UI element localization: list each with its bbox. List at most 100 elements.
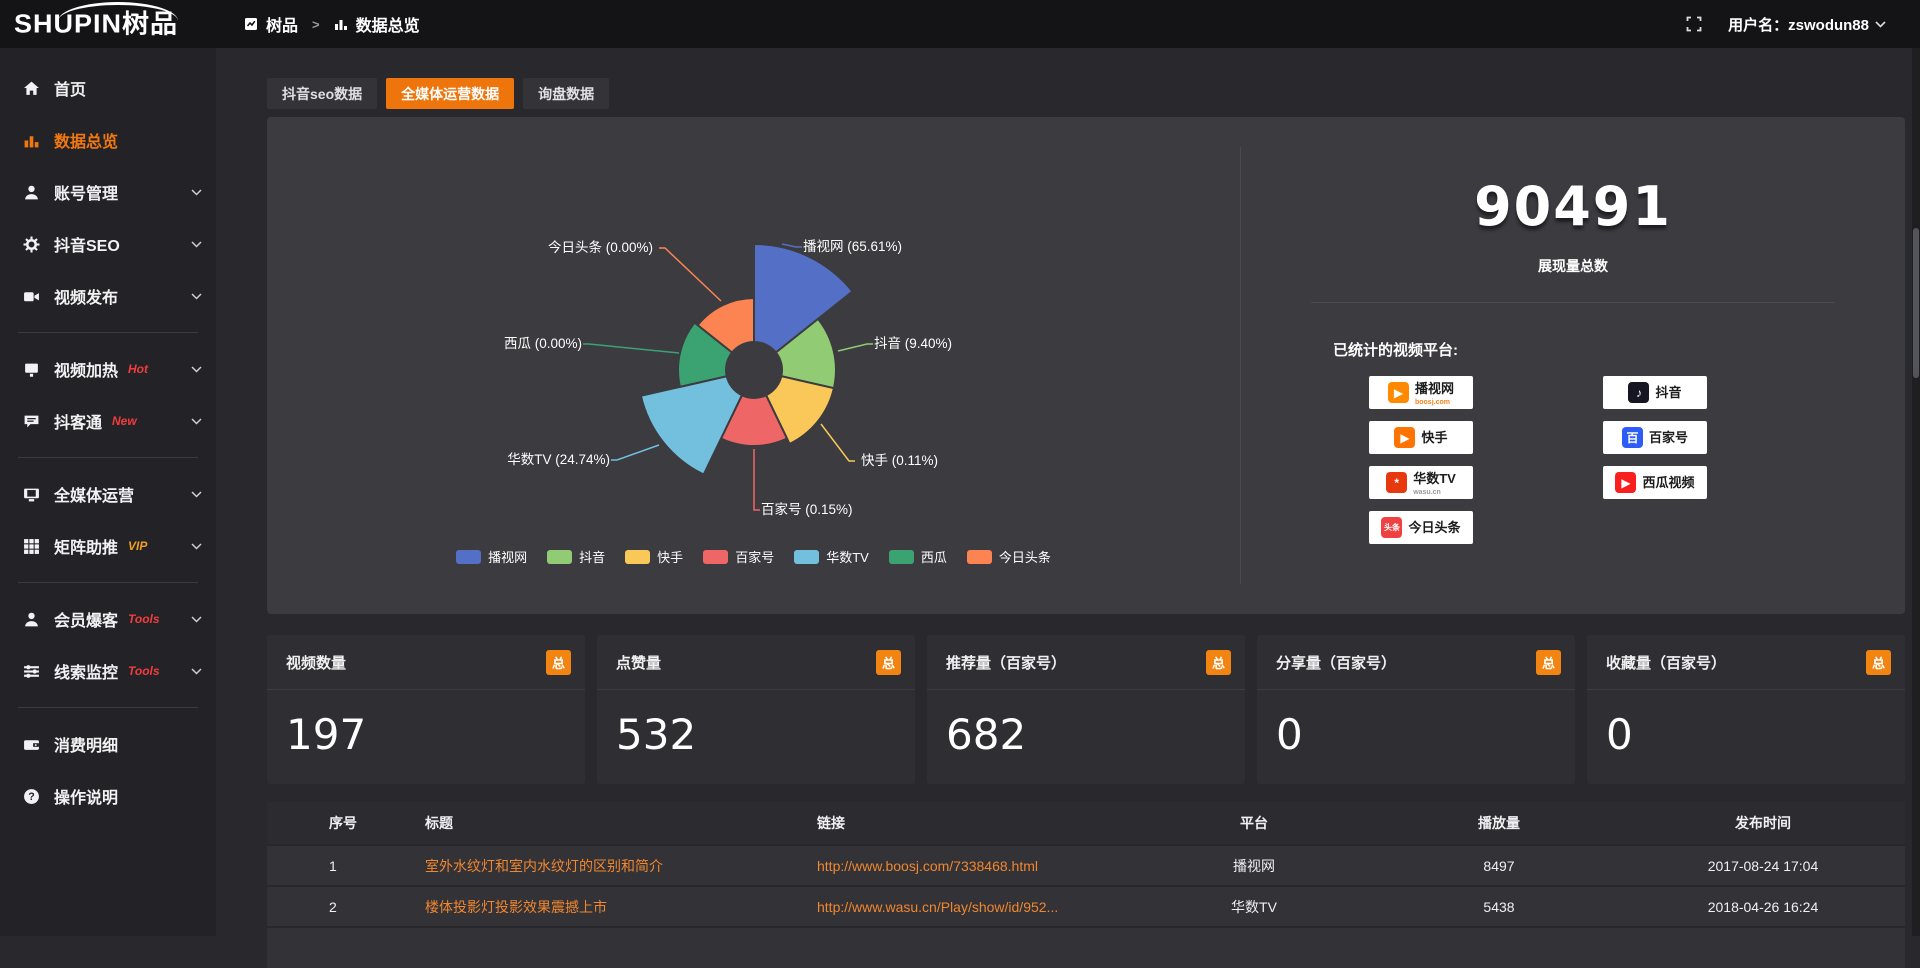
sidebar-item-label: 账号管理 [54, 180, 118, 204]
sidebar-item-tag: Hot [128, 362, 148, 376]
fullscreen-icon[interactable] [1686, 16, 1702, 32]
sidebar-divider [18, 707, 198, 708]
label-leader-line [782, 244, 802, 247]
cell-seq: 2 [321, 886, 417, 927]
stat-card-label: 点赞量 [616, 652, 661, 673]
cell-title[interactable] [417, 927, 809, 968]
svg-text:?: ? [28, 791, 34, 803]
chevron-down-icon[interactable] [191, 360, 202, 378]
chevron-down-icon[interactable] [191, 485, 202, 503]
cell-platform: 播视网 [1131, 845, 1377, 886]
sidebar-item-账号管理[interactable]: 账号管理 [0, 166, 216, 218]
table-header-发布时间: 发布时间 [1621, 802, 1905, 845]
total-impressions-label: 展现量总数 [1241, 256, 1905, 276]
kuaishou-icon: ▶ [1394, 427, 1415, 448]
stat-card-label: 视频数量 [286, 652, 346, 673]
breadcrumb-root[interactable]: 树品 [266, 12, 298, 36]
legend-item-快手[interactable]: 快手 [625, 547, 683, 566]
overview-panel: 播视网 (65.61%)抖音 (9.40%)快手 (0.11%)百家号 (0.1… [267, 117, 1905, 614]
legend-label: 百家号 [735, 547, 774, 566]
legend-item-抖音[interactable]: 抖音 [547, 547, 605, 566]
cell-link[interactable]: http://www.wasu.cn/Play/show/id/952... [809, 886, 1131, 927]
sidebar-item-label: 抖客通 [54, 409, 102, 433]
sidebar-item-首页[interactable]: 首页 [0, 62, 216, 114]
sidebar-item-抖客通[interactable]: 抖客通 New [0, 395, 216, 447]
stat-card-value: 0 [1587, 690, 1905, 759]
label-leader-line [838, 344, 873, 351]
scrollbar-track[interactable] [1912, 48, 1920, 936]
wallet-icon [22, 735, 40, 753]
legend-item-华数TV[interactable]: 华数TV [794, 547, 869, 566]
chevron-down-icon[interactable] [191, 610, 202, 628]
stat-card-value: 682 [927, 690, 1245, 759]
sidebar-divider [18, 457, 198, 458]
platform-sub: wasu.cn [1413, 489, 1456, 496]
sidebar-item-label: 视频发布 [54, 284, 118, 308]
legend-label: 今日头条 [999, 547, 1051, 566]
label-leader-line [611, 445, 659, 460]
chat-icon [22, 412, 40, 430]
chevron-down-icon[interactable] [191, 412, 202, 430]
stat-card-header: 分享量（百家号）总 [1257, 635, 1575, 690]
pie-slice-华数TV[interactable] [641, 376, 742, 474]
cell-link[interactable]: http://www.boosj.com/7338468.html [809, 845, 1131, 886]
sidebar-item-数据总览[interactable]: 数据总览 [0, 114, 216, 166]
stat-card-value: 532 [597, 690, 915, 759]
cell-link[interactable] [809, 927, 1131, 968]
chevron-down-icon[interactable] [191, 183, 202, 201]
label-leader-line [754, 449, 760, 510]
chevron-down-icon[interactable] [191, 287, 202, 305]
sidebar-item-全媒体运营[interactable]: 全媒体运营 [0, 468, 216, 520]
platform-name: 华数TV [1413, 471, 1456, 486]
tab-询盘数据[interactable]: 询盘数据 [523, 78, 609, 109]
sidebar-item-label: 抖音SEO [54, 232, 120, 256]
label-leader-line [821, 424, 855, 461]
sidebar-item-视频发布[interactable]: 视频发布 [0, 270, 216, 322]
sidebar-divider [18, 332, 198, 333]
cell-title[interactable]: 室外水纹灯和室内水纹灯的区别和简介 [417, 845, 809, 886]
legend-item-百家号[interactable]: 百家号 [703, 547, 774, 566]
chevron-down-icon[interactable] [191, 235, 202, 253]
sidebar-item-操作说明[interactable]: ?操作说明 [0, 770, 216, 822]
total-badge: 总 [1206, 650, 1231, 675]
legend-item-今日头条[interactable]: 今日头条 [967, 547, 1051, 566]
scrollbar-thumb[interactable] [1913, 228, 1919, 378]
table-header-播放量: 播放量 [1377, 802, 1621, 845]
chevron-down-icon[interactable] [191, 537, 202, 555]
table-header-row: 序号标题链接平台播放量发布时间 [267, 802, 1905, 845]
sidebar-divider [18, 582, 198, 583]
sidebar-item-tag: New [112, 414, 137, 428]
stat-card-value: 0 [1257, 690, 1575, 759]
stat-card-header: 点赞量总 [597, 635, 915, 690]
pie-label-快手: 快手 (0.11%) [861, 453, 938, 468]
sidebar-item-消费明细[interactable]: 消费明细 [0, 718, 216, 770]
gear-icon [22, 235, 40, 253]
summary-divider [1311, 302, 1835, 303]
logo-text: SHUPIN树品 [14, 1, 216, 47]
chart-legend: 播视网 抖音 快手 百家号 华数TV 西瓜 今日头条 [267, 547, 1240, 566]
pie-label-华数TV: 华数TV (24.74%) [507, 452, 610, 467]
data-tabs: 抖音seo数据全媒体运营数据询盘数据 [267, 78, 1905, 109]
username-menu[interactable]: 用户名：zswodun88 [1728, 14, 1886, 35]
tab-抖音seo数据[interactable]: 抖音seo数据 [267, 78, 377, 109]
person-icon [22, 610, 40, 628]
cell-title[interactable]: 楼体投影灯投影效果震撼上市 [417, 886, 809, 927]
sidebar-item-label: 数据总览 [54, 128, 118, 152]
tab-全媒体运营数据[interactable]: 全媒体运营数据 [386, 78, 514, 109]
grid-icon [22, 537, 40, 555]
chevron-down-icon[interactable] [191, 662, 202, 680]
sidebar-item-抖音SEO[interactable]: 抖音SEO [0, 218, 216, 270]
table-row [267, 927, 1905, 968]
legend-item-西瓜[interactable]: 西瓜 [889, 547, 947, 566]
legend-item-播视网[interactable]: 播视网 [456, 547, 527, 566]
